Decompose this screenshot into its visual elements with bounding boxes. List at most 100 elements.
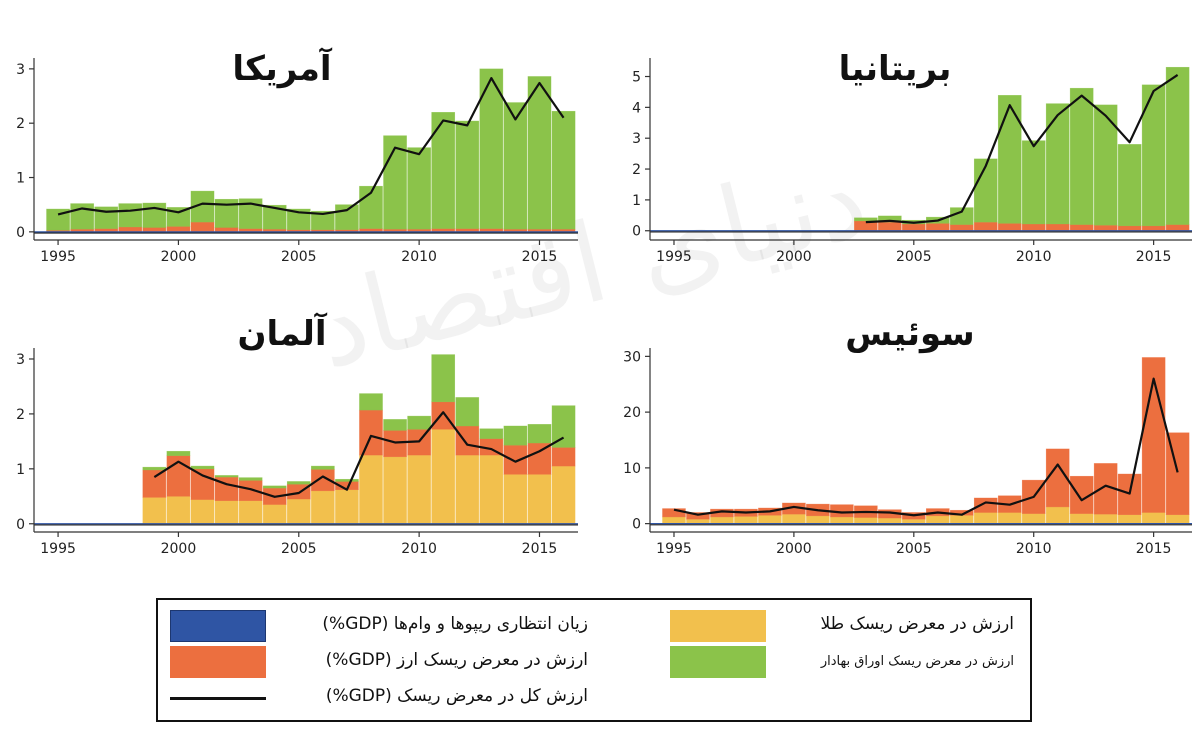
- bar-securities-2013: [1093, 104, 1118, 226]
- bar-fx-2000: [166, 226, 191, 233]
- bar-securities-2010: [1021, 140, 1046, 225]
- bar-securities-2010: [407, 415, 431, 430]
- bar-fx-2001: [190, 468, 215, 500]
- bar-securities-2009: [997, 95, 1022, 224]
- bar-securities-2006: [311, 210, 335, 230]
- x-tick-label: 2015: [522, 249, 558, 265]
- bar-securities-1999: [142, 202, 167, 228]
- bar-fx-2008: [973, 221, 998, 232]
- y-tick-label: 1: [16, 462, 25, 478]
- bar-gold-2000: [166, 495, 191, 525]
- bar-securities-2007: [335, 478, 359, 482]
- panel-title: سوئیس: [845, 314, 974, 354]
- bar-securities-2008: [973, 158, 998, 223]
- bar-gold-2005: [286, 498, 311, 525]
- bar-securities-2015: [527, 76, 552, 230]
- bar-securities-2016: [551, 405, 576, 448]
- bar-securities-2014: [503, 425, 528, 446]
- legend-label-total: ارزش کل در معرض ریسک (GDP%): [325, 686, 588, 706]
- y-tick-label: 1: [632, 193, 641, 209]
- legend-swatch-gold: [670, 610, 766, 642]
- germany-chart: آلمان 0 1 2 3 1995 2000 2005 2010 2015: [16, 312, 578, 557]
- panel-title: آلمان: [237, 312, 327, 354]
- bar-fx-2004: [878, 221, 902, 232]
- panel-title: بریتانیا: [839, 49, 952, 89]
- bar-securities-2001: [190, 465, 215, 470]
- bar-gold-2001: [806, 515, 830, 524]
- bar-gold-2012: [455, 454, 480, 525]
- bar-gold-2015: [527, 474, 552, 525]
- total-line: [673, 377, 1179, 517]
- bar-securities-2002: [214, 198, 239, 228]
- bar-gold-2006: [925, 515, 950, 524]
- y-tick-label: 30: [623, 349, 641, 365]
- bar-securities-2001: [190, 190, 215, 223]
- bar-securities-2007: [335, 204, 359, 230]
- bar-gold-2003: [854, 517, 878, 524]
- bar-fx-2001: [190, 221, 215, 233]
- bar-gold-1996: [686, 518, 710, 524]
- bar-gold-2001: [190, 499, 215, 525]
- x-tick-label: 2010: [1016, 541, 1052, 557]
- bar-gold-2003: [238, 500, 263, 525]
- bar-fx-2011: [1045, 223, 1070, 232]
- total-line: [153, 411, 565, 498]
- bar-fx-2002: [214, 227, 239, 233]
- y-tick-label: 20: [623, 405, 641, 421]
- y-tick-label: 0: [16, 225, 25, 241]
- legend-line-total: [170, 697, 266, 700]
- y-tick-label: 5: [632, 70, 641, 86]
- x-tick-label: 1995: [40, 249, 76, 265]
- bar-securities-2014: [1117, 144, 1142, 227]
- bar-fx-2012: [455, 425, 480, 456]
- legend-swatch-securities: [670, 646, 766, 678]
- y-tick-label: 2: [16, 407, 25, 423]
- bar-gold-2002: [214, 500, 239, 525]
- x-tick-label: 1995: [656, 541, 692, 557]
- bar-gold-2007: [335, 489, 359, 525]
- bar-gold-2004: [878, 517, 902, 524]
- bar-securities-2013: [479, 68, 504, 229]
- bar-fx-1999: [142, 469, 167, 498]
- x-tick-label: 2015: [522, 541, 558, 557]
- bar-securities-2015: [527, 424, 552, 444]
- bar-fx-2008: [359, 409, 383, 456]
- legend-item-repo: زیان انتظاری ریپوها و وام‌ها (GDP%): [158, 610, 598, 644]
- y-tick-label: 3: [16, 352, 25, 368]
- x-tick-label: 2005: [281, 541, 317, 557]
- x-tick-label: 2010: [1016, 249, 1052, 265]
- bar-securities-2009: [383, 419, 407, 431]
- bar-securities-1995: [46, 208, 70, 231]
- bar-fx-2016: [1165, 224, 1190, 232]
- bar-securities-2013: [479, 428, 504, 439]
- bar-fx-2016: [551, 447, 576, 467]
- bar-gold-1998: [734, 516, 758, 524]
- x-tick-label: 2010: [401, 249, 437, 265]
- bar-fx-2011: [1045, 448, 1070, 508]
- x-tick-label: 2000: [776, 249, 812, 265]
- bar-securities-2012: [455, 120, 480, 229]
- bar-fx-2010: [1021, 223, 1046, 232]
- bar-gold-2005: [902, 518, 926, 524]
- legend-label-gold: ارزش در معرض ریسک طلا: [820, 614, 1014, 634]
- y-tick-label: 10: [623, 461, 641, 477]
- bar-gold-2009: [997, 512, 1022, 524]
- bar-gold-2016: [551, 465, 576, 525]
- switzerland-chart: سوئیس 0 10 20 30 1995 2000 2005 2010 2015: [623, 314, 1192, 557]
- bar-gold-2015: [1141, 512, 1166, 524]
- x-tick-label: 1995: [656, 249, 692, 265]
- x-tick-label: 2015: [1136, 249, 1172, 265]
- bar-fx-2003: [238, 480, 263, 501]
- bar-gold-2000: [782, 513, 806, 524]
- y-tick-label: 2: [16, 116, 25, 132]
- y-tick-label: 3: [16, 62, 25, 78]
- bar-gold-2011: [1045, 506, 1070, 524]
- y-tick-label: 4: [632, 100, 641, 116]
- total-line: [865, 74, 1179, 224]
- bar-gold-2004: [262, 504, 287, 525]
- bar-gold-2006: [311, 490, 335, 525]
- bar-securities-2015: [1141, 84, 1166, 227]
- bar-fx-2011: [431, 401, 456, 430]
- bar-gold-2013: [1093, 513, 1118, 524]
- y-tick-label: 2: [632, 162, 641, 178]
